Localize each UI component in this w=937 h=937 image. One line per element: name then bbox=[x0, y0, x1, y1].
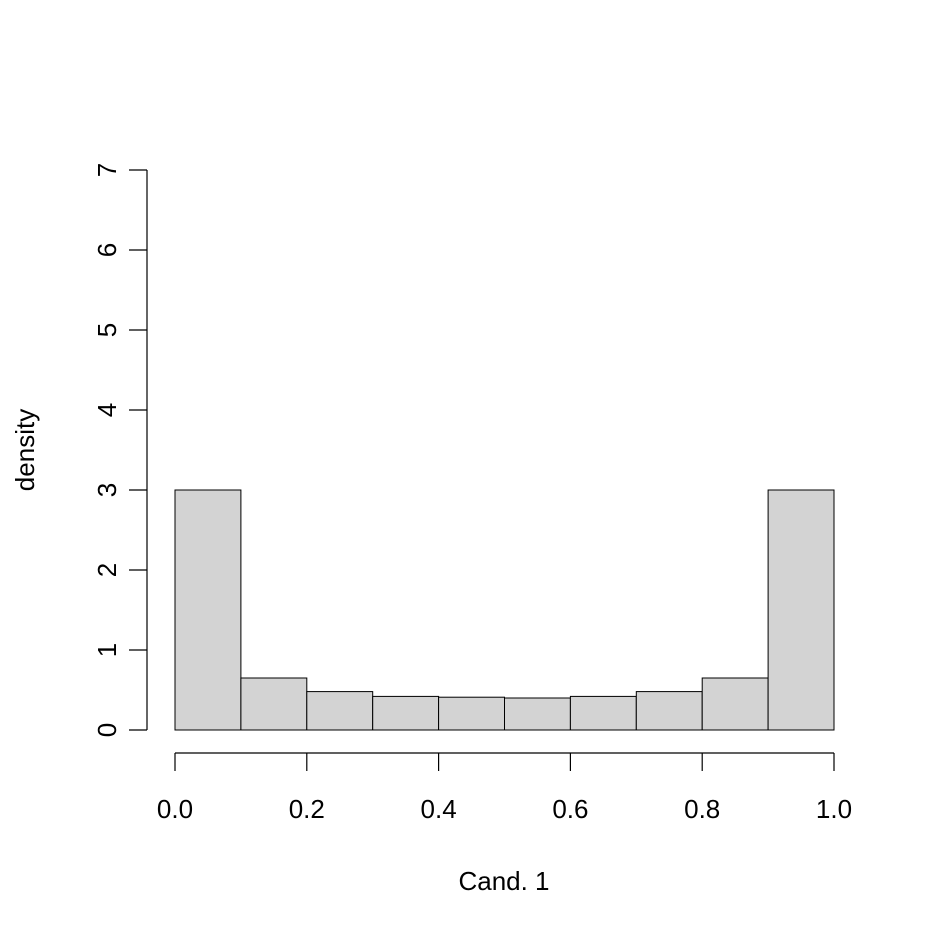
y-axis-ticks: 0 1 2 3 4 5 6 7 bbox=[92, 163, 147, 737]
y-tick-label-7: 7 bbox=[92, 163, 122, 177]
histogram-bar-7 bbox=[635, 691, 703, 731]
x-tick-label-4: 0.8 bbox=[684, 794, 720, 824]
histogram-bar-5 bbox=[504, 697, 571, 731]
x-tick-label-3: 0.6 bbox=[552, 794, 588, 824]
x-tick-label-5: 1.0 bbox=[816, 794, 852, 824]
y-tick-label-4: 4 bbox=[92, 403, 122, 417]
histogram-bar-8 bbox=[701, 677, 769, 731]
y-tick-label-6: 6 bbox=[92, 243, 122, 257]
histogram-bar-4 bbox=[438, 696, 506, 731]
y-tick-label-0: 0 bbox=[92, 723, 122, 737]
x-tick-label-0: 0.0 bbox=[157, 794, 193, 824]
histogram-bar-9 bbox=[767, 489, 835, 731]
histogram-bar-3 bbox=[372, 695, 440, 731]
x-tick-label-1: 0.2 bbox=[289, 794, 325, 824]
y-axis-title: density bbox=[10, 409, 40, 491]
y-tick-label-5: 5 bbox=[92, 323, 122, 337]
histogram-bar-2 bbox=[306, 691, 374, 731]
x-axis-title: Cand. 1 bbox=[458, 866, 549, 896]
x-axis-ticks: 0.0 0.2 0.4 0.6 0.8 1.0 bbox=[157, 753, 852, 824]
histogram-bar-6 bbox=[569, 695, 637, 731]
bars-group bbox=[174, 489, 835, 731]
histogram-bar-0 bbox=[174, 489, 242, 731]
x-tick-label-2: 0.4 bbox=[421, 794, 457, 824]
y-tick-label-1: 1 bbox=[92, 643, 122, 657]
y-tick-label-3: 3 bbox=[92, 483, 122, 497]
y-tick-label-2: 2 bbox=[92, 563, 122, 577]
histogram-bar-1 bbox=[240, 677, 308, 731]
